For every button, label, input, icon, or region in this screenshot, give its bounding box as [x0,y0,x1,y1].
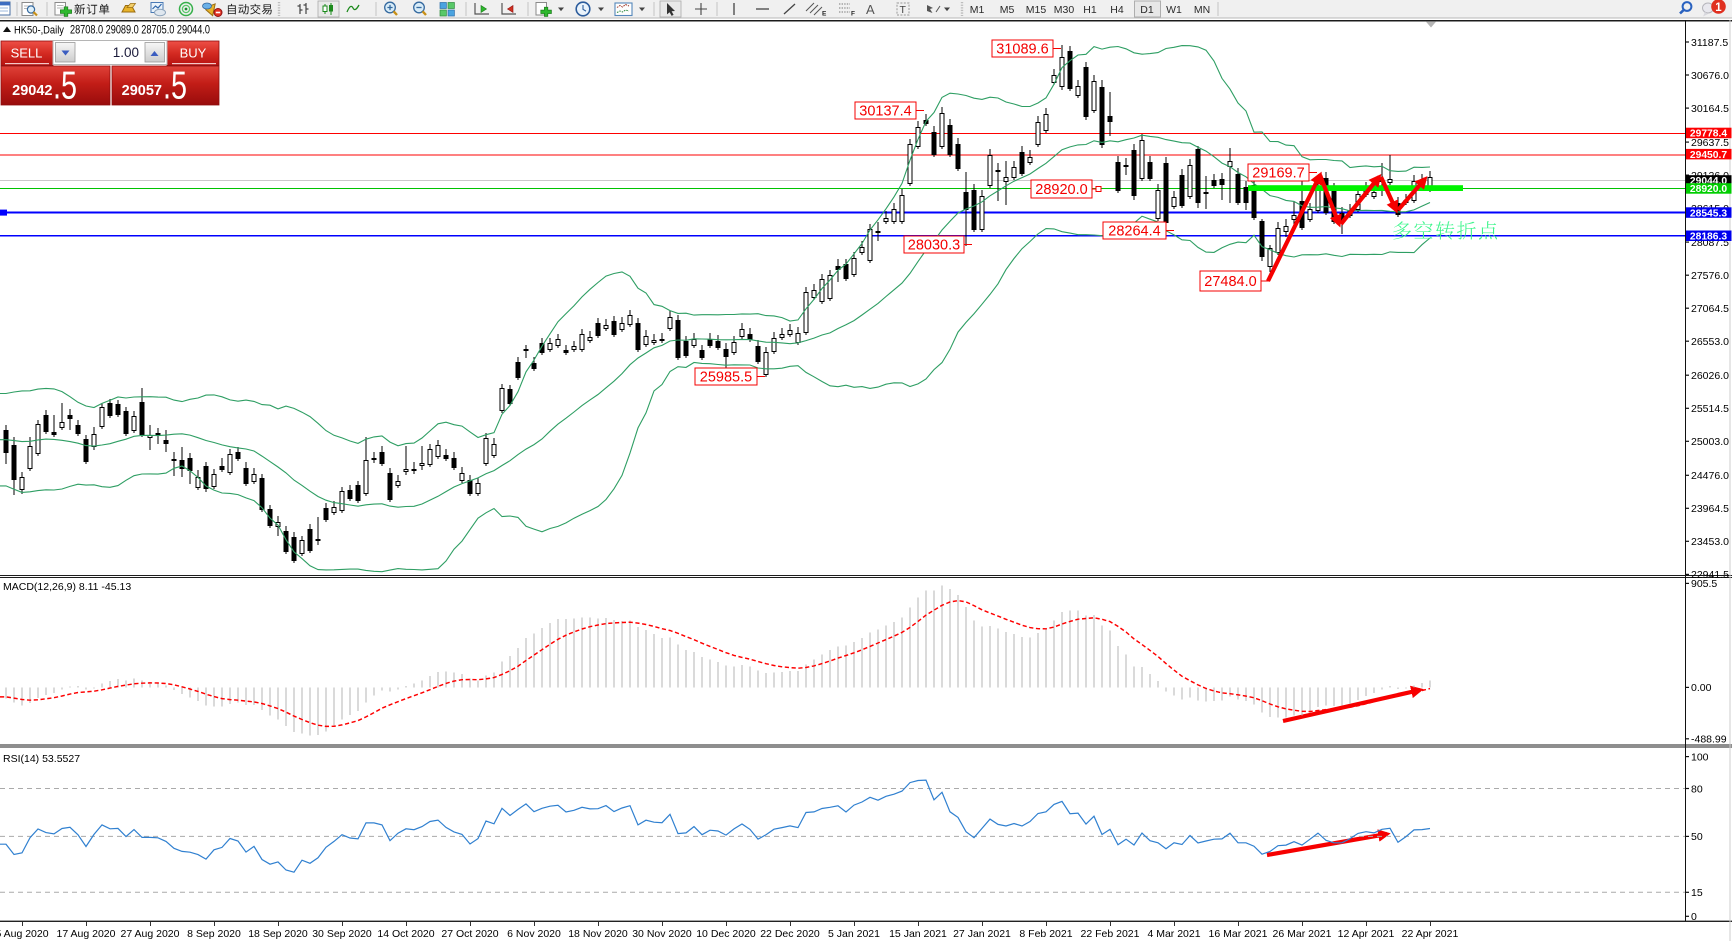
svg-text:29057: 29057 [122,83,162,99]
svg-text:M15: M15 [1026,4,1047,16]
svg-text:27064.5: 27064.5 [1691,303,1729,315]
svg-text:23453.0: 23453.0 [1691,536,1729,548]
svg-text:27 Jan 2021: 27 Jan 2021 [953,928,1011,940]
svg-text:29450.7: 29450.7 [1690,150,1727,161]
svg-text:29169.7: 29169.7 [1252,166,1304,182]
svg-text:14 Oct 2020: 14 Oct 2020 [377,928,434,940]
svg-text:22 Feb 2021: 22 Feb 2021 [1081,928,1140,940]
svg-text:24476.0: 24476.0 [1691,470,1729,482]
svg-text:31089.6: 31089.6 [996,42,1048,58]
svg-text:29778.4: 29778.4 [1690,129,1727,140]
svg-text:M30: M30 [1054,4,1075,16]
svg-text:25514.5: 25514.5 [1691,403,1729,415]
svg-text:31187.5: 31187.5 [1691,37,1728,49]
svg-text:26 Mar 2021: 26 Mar 2021 [1273,928,1332,940]
svg-text:D1: D1 [1140,4,1154,16]
svg-text:30676.0: 30676.0 [1691,70,1729,82]
svg-text:15: 15 [1691,887,1703,899]
svg-text:15 Jan 2021: 15 Jan 2021 [889,928,947,940]
svg-text:RSI(14) 53.5527: RSI(14) 53.5527 [3,753,80,765]
svg-text:27 Oct 2020: 27 Oct 2020 [441,928,498,940]
svg-text:6 Nov 2020: 6 Nov 2020 [507,928,561,940]
svg-text:27 Aug 2020: 27 Aug 2020 [121,928,180,940]
svg-text:F: F [851,11,855,18]
svg-text:M1: M1 [970,4,985,16]
svg-text:30 Sep 2020: 30 Sep 2020 [312,928,372,940]
svg-text:10 Dec 2020: 10 Dec 2020 [696,928,756,940]
svg-text:30164.5: 30164.5 [1691,103,1729,115]
svg-text:1: 1 [1715,2,1722,14]
svg-text:28920.0: 28920.0 [1690,184,1727,195]
svg-text:27576.0: 27576.0 [1691,270,1729,282]
svg-text:5 Jan 2021: 5 Jan 2021 [828,928,880,940]
svg-text:50: 50 [1691,831,1703,843]
svg-text:23964.5: 23964.5 [1691,503,1729,515]
svg-text:4 Mar 2021: 4 Mar 2021 [1147,928,1200,940]
svg-text:100: 100 [1691,751,1709,763]
svg-text:18 Nov 2020: 18 Nov 2020 [568,928,628,940]
svg-text:28920.0: 28920.0 [1035,182,1087,198]
svg-text:BUY: BUY [180,46,207,61]
svg-text:5 Aug 2020: 5 Aug 2020 [0,928,49,940]
svg-text:T: T [900,4,907,16]
svg-text:26026.0: 26026.0 [1691,370,1729,382]
svg-text:28186.3: 28186.3 [1690,232,1727,243]
svg-text:HK50-,Daily: HK50-,Daily [14,25,64,37]
svg-text:12 Apr 2021: 12 Apr 2021 [1338,928,1395,940]
svg-text:26553.0: 26553.0 [1691,336,1729,348]
svg-text:1.00: 1.00 [113,45,139,60]
svg-text:28708.0 29089.0 28705.0 29044.: 28708.0 29089.0 28705.0 29044.0 [70,25,210,37]
svg-text:W1: W1 [1166,4,1182,16]
svg-text:22 Apr 2021: 22 Apr 2021 [1402,928,1459,940]
svg-text:M5: M5 [1000,4,1015,16]
svg-text:28264.4: 28264.4 [1108,224,1160,240]
svg-text:.5: .5 [53,65,77,108]
svg-text:8 Sep 2020: 8 Sep 2020 [187,928,241,940]
svg-text:18 Sep 2020: 18 Sep 2020 [248,928,308,940]
svg-text:MN: MN [1194,4,1210,16]
svg-text:80: 80 [1691,783,1703,795]
svg-text:A: A [866,2,875,17]
svg-text:22941.5: 22941.5 [1691,569,1729,581]
svg-text:17 Aug 2020: 17 Aug 2020 [57,928,116,940]
svg-text:29637.5: 29637.5 [1691,137,1729,149]
svg-text:H4: H4 [1110,4,1124,16]
svg-text:E: E [822,11,827,18]
svg-text:SELL: SELL [11,46,43,61]
svg-text:905.5: 905.5 [1691,578,1717,590]
svg-text:0: 0 [1691,911,1697,923]
svg-text:H1: H1 [1083,4,1097,16]
svg-text:29044.0: 29044.0 [1690,176,1727,187]
svg-text:25003.0: 25003.0 [1691,436,1729,448]
svg-text:27484.0: 27484.0 [1204,274,1256,290]
svg-text:16 Mar 2021: 16 Mar 2021 [1209,928,1268,940]
svg-text:0.00: 0.00 [1691,682,1712,694]
svg-text:30137.4: 30137.4 [859,104,911,120]
svg-text:MACD(12,26,9) 8.11 -45.13: MACD(12,26,9) 8.11 -45.13 [3,581,131,593]
svg-text:22 Dec 2020: 22 Dec 2020 [760,928,820,940]
svg-text:8 Feb 2021: 8 Feb 2021 [1019,928,1072,940]
svg-text:-488.99: -488.99 [1691,734,1727,746]
svg-text:28545.3: 28545.3 [1690,208,1727,219]
svg-text:29042: 29042 [12,83,52,99]
svg-text:.5: .5 [163,65,187,108]
svg-text:30 Nov 2020: 30 Nov 2020 [632,928,692,940]
svg-text:25985.5: 25985.5 [700,370,752,386]
svg-text:28030.3: 28030.3 [908,238,960,254]
